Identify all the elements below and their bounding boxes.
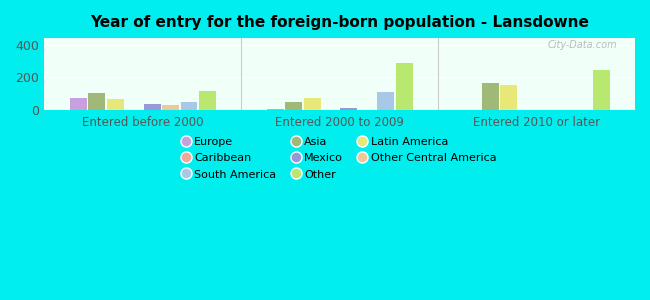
Bar [341,108,358,110]
Bar [181,102,198,110]
Bar [304,98,320,110]
Bar [266,109,283,110]
Bar [500,85,517,110]
Bar [107,99,124,110]
Text: City-Data.com: City-Data.com [548,40,617,50]
Bar [482,83,499,110]
Title: Year of entry for the foreign-born population - Lansdowne: Year of entry for the foreign-born popul… [90,15,589,30]
Bar [70,98,86,110]
Bar [396,63,413,110]
Bar [162,105,179,110]
Bar [285,102,302,110]
Bar [593,70,610,110]
Bar [378,92,395,110]
Bar [88,93,105,110]
Legend: Europe, Caribbean, South America, Asia, Mexico, Other, Latin America, Other Cent: Europe, Caribbean, South America, Asia, … [179,132,500,184]
Bar [144,104,161,110]
Bar [199,91,216,110]
